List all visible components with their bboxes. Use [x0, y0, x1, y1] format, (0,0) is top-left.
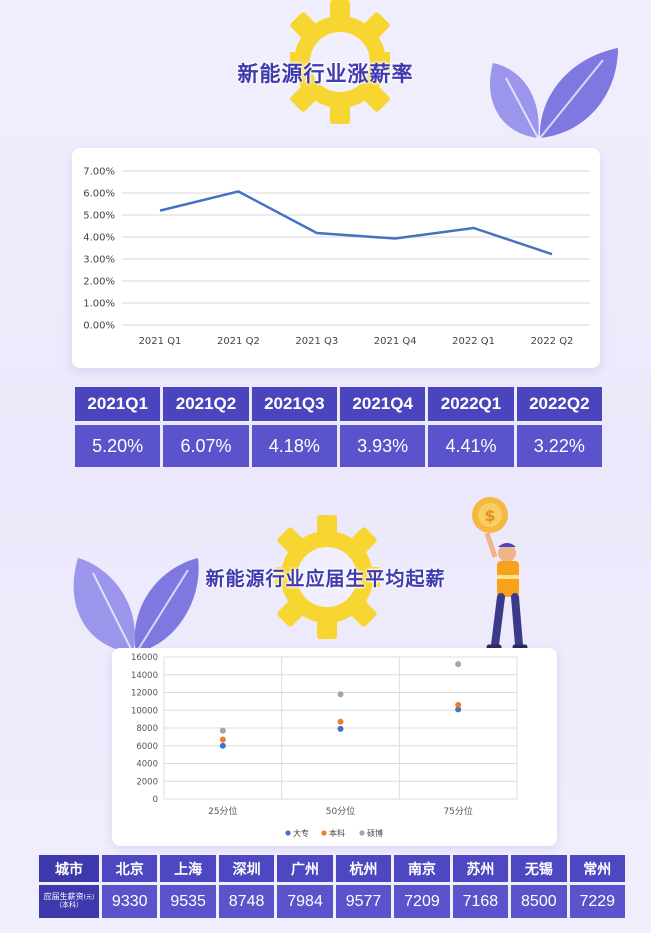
y-tick-label: 1.00%	[83, 299, 115, 310]
rate-table-value: 3.22%	[516, 425, 602, 467]
scatter-chart-card: 0 2000 4000 6000 8000 10000 12000 14000 16000 25分…	[112, 648, 557, 846]
legend-marker	[359, 830, 365, 836]
y-tick-label: 6000	[136, 742, 158, 752]
city-salary: 8500	[511, 885, 567, 918]
y-tick-label: 0	[153, 795, 158, 805]
scatter-point	[337, 691, 344, 698]
y-tick-label: 3.00%	[83, 255, 115, 266]
city-header: 苏州	[452, 855, 509, 882]
city-salary: 9330	[102, 885, 158, 918]
scatter-point	[455, 661, 462, 668]
y-tick-label: 6.00%	[83, 189, 115, 200]
x-tick-label: 50分位	[326, 805, 355, 817]
rate-table-value: 4.41%	[428, 425, 514, 467]
rate-table-value: 3.93%	[340, 425, 426, 467]
series-line	[159, 190, 553, 256]
x-tick-label: 75分位	[443, 805, 472, 817]
y-tick-label: 12000	[131, 689, 158, 699]
rate-table-value: 6.07%	[163, 425, 249, 467]
city-header: 广州	[277, 855, 333, 882]
row-label-text: 应届生薪资	[43, 892, 84, 902]
x-tick-label: 2021 Q3	[295, 336, 338, 347]
rate-table-header: 2021Q3	[251, 387, 337, 421]
scatter-point	[219, 742, 226, 749]
scatter-point	[337, 725, 344, 732]
rate-table-header: 2022Q2	[516, 387, 602, 421]
row-label-unit: (元)	[83, 894, 95, 902]
svg-text:$: $	[484, 506, 495, 525]
rate-table-header: 2021Q2	[163, 387, 249, 421]
leaf-icon	[73, 558, 199, 654]
rate-table-header: 2021Q1	[75, 387, 161, 421]
city-salary: 7984	[277, 885, 333, 918]
rate-table-header: 2022Q1	[428, 387, 514, 421]
x-tick-label: 2021 Q2	[217, 336, 260, 347]
y-tick-label: 14000	[131, 671, 158, 681]
y-tick-label: 0.00%	[83, 321, 115, 332]
y-tick-label: 16000	[131, 653, 158, 663]
city-header: 无锡	[511, 855, 567, 882]
legend-marker	[321, 830, 327, 836]
x-tick-label: 2022 Q1	[452, 336, 495, 347]
city-salary: 9577	[335, 885, 392, 918]
gear-icon	[290, 0, 390, 124]
city-header: 上海	[160, 855, 216, 882]
city-salary: 7229	[569, 885, 625, 918]
section1-title: 新能源行业涨薪率	[237, 62, 414, 86]
y-tick-label: 7.00%	[83, 167, 115, 178]
x-tick-label: 2022 Q2	[531, 336, 574, 347]
city-header: 南京	[394, 855, 450, 882]
city-salary: 8748	[218, 885, 275, 918]
scatter-chart: 0 2000 4000 6000 8000 10000 12000 14000 16000 25分…	[131, 653, 518, 838]
gear-icon	[275, 515, 380, 639]
city-header: 杭州	[335, 855, 392, 882]
rate-table-header: 2021Q4	[340, 387, 426, 421]
line-chart: 0.00% 1.00% 2.00% 3.00% 4.00% 5.00% 6.00% 7.00%…	[83, 167, 590, 347]
scatter-point	[455, 706, 462, 713]
x-tick-label: 2021 Q1	[139, 336, 182, 347]
y-tick-label: 8000	[136, 724, 158, 734]
scatter-point	[219, 736, 226, 743]
city-salary: 9535	[160, 885, 216, 918]
scatter-point	[219, 727, 226, 734]
y-tick-label: 2000	[136, 777, 158, 787]
scatter-point	[455, 701, 462, 708]
city-table-row-label: 应届生薪资(元) （本科）	[39, 885, 99, 918]
city-header: 北京	[102, 855, 158, 882]
worker-illustration: $	[472, 497, 528, 650]
y-tick-label: 4.00%	[83, 233, 115, 244]
legend-label: 本科	[329, 828, 345, 838]
y-tick-label: 5.00%	[83, 211, 115, 222]
leaf-icon	[490, 48, 618, 139]
y-tick-label: 10000	[131, 706, 158, 716]
x-tick-label: 2021 Q4	[374, 336, 417, 347]
scatter-point	[337, 718, 344, 725]
city-salary: 7209	[394, 885, 450, 918]
y-tick-label: 2.00%	[83, 277, 115, 288]
city-table-row-header: 城市	[39, 855, 99, 882]
x-tick-label: 25分位	[208, 805, 237, 817]
y-tick-label: 4000	[136, 760, 158, 770]
rate-table-value: 5.20%	[75, 425, 161, 467]
city-header: 深圳	[218, 855, 275, 882]
line-chart-card: 0.00% 1.00% 2.00% 3.00% 4.00% 5.00% 6.00% 7.00%…	[72, 148, 600, 368]
city-header: 常州	[569, 855, 625, 882]
legend-marker	[285, 830, 291, 836]
section2-title: 新能源行业应届生平均起薪	[205, 568, 446, 590]
legend-label: 硕博	[367, 828, 383, 838]
city-salary: 7168	[452, 885, 509, 918]
legend-label: 大专	[293, 828, 309, 838]
rate-table-value: 4.18%	[251, 425, 337, 467]
row-label-sub: （本科）	[55, 901, 83, 910]
